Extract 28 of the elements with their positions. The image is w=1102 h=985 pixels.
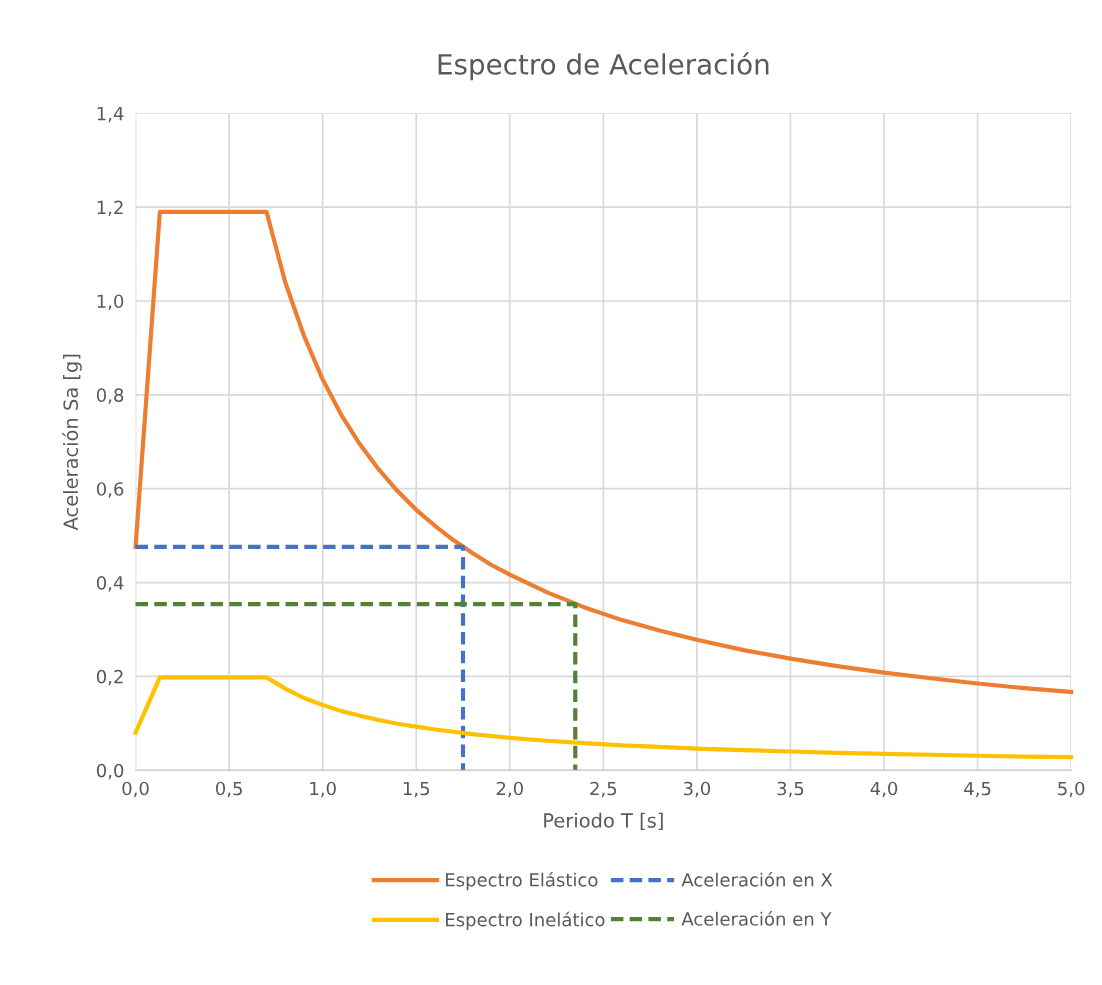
legend-label: Aceleración en Y — [681, 911, 832, 926]
y-tick-label: 0,6 — [96, 482, 124, 498]
y-tick-label: 0,2 — [96, 669, 123, 686]
y-tick-label: 1,2 — [97, 200, 123, 217]
x-tick-label: 0,0 — [122, 781, 149, 798]
x-tick-label: 2,0 — [496, 781, 523, 798]
y-tick-label: 0,8 — [96, 388, 124, 404]
legend-label: Espectro Inelático — [446, 911, 605, 930]
y-tick-label: 0,0 — [96, 763, 124, 780]
x-tick-label: 3,0 — [683, 781, 711, 798]
x-tick-label: 1,5 — [403, 781, 430, 798]
chart-title: Espectro de Aceleración — [438, 52, 769, 81]
line-series — [133, 209, 1074, 694]
line-series — [133, 675, 1074, 760]
legend-label: Aceleración en X — [681, 871, 833, 887]
x-tick-label: 2,5 — [590, 781, 617, 798]
x-tick-label: 5,0 — [1058, 781, 1085, 798]
y-tick-label: 0,4 — [96, 576, 124, 592]
x-axis-title: Periodo T [s] — [544, 812, 663, 831]
x-tick-label: 4,5 — [964, 781, 991, 798]
y-tick-label: 1,4 — [97, 106, 124, 123]
x-tick-label: 4,0 — [870, 781, 898, 798]
y-tick-label: 1,0 — [97, 294, 124, 310]
x-tick-label: 1,0 — [310, 781, 336, 798]
legend-label: Espectro Elástico — [446, 871, 598, 891]
x-tick-label: 3,5 — [777, 781, 804, 798]
x-tick-label: 0,5 — [215, 781, 242, 798]
y-axis-title: Aceleración Sa [g] — [62, 354, 82, 531]
